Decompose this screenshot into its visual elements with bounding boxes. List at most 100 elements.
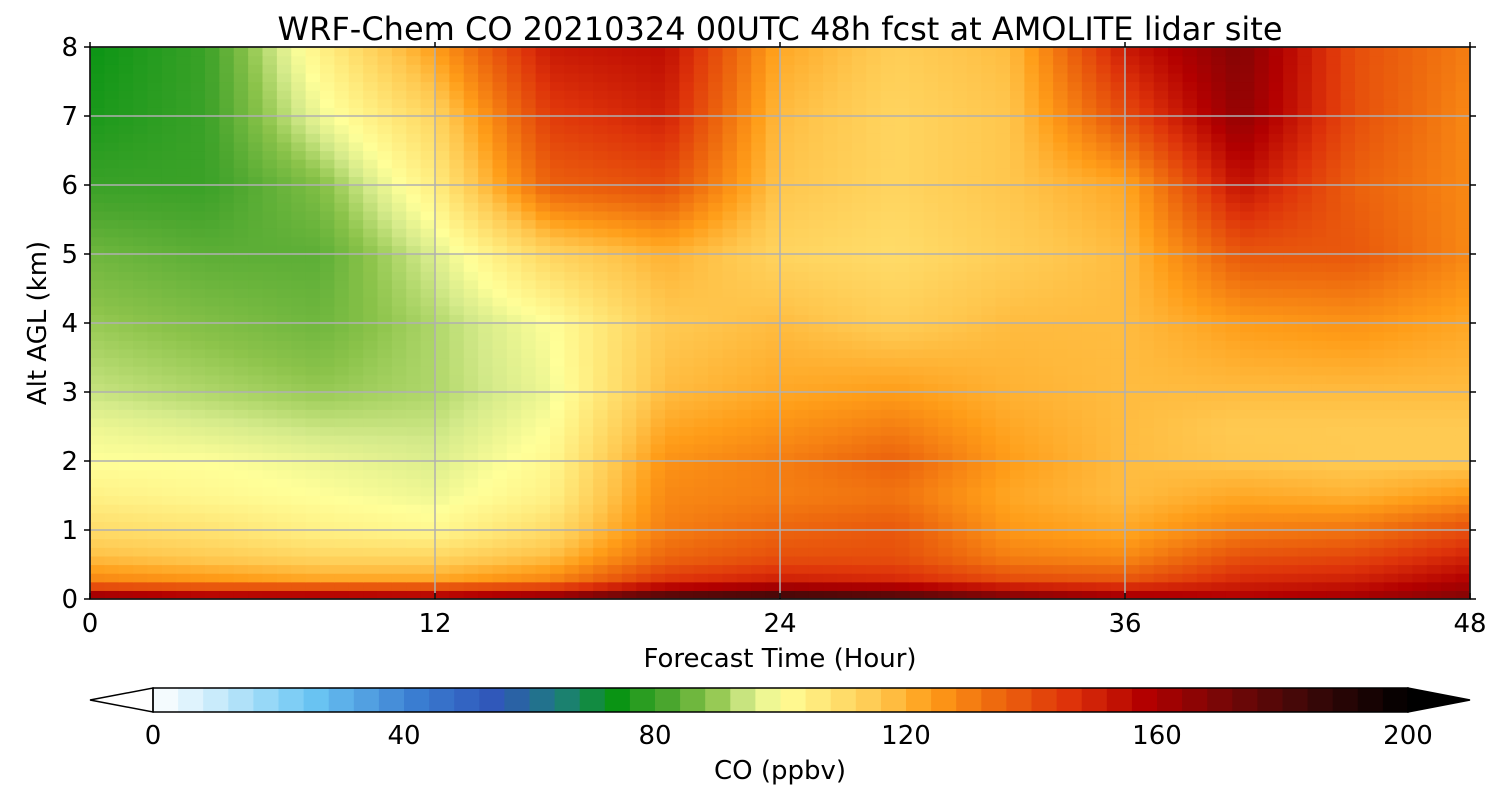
heatmap-cell bbox=[1240, 366, 1255, 376]
heatmap-cell bbox=[1426, 435, 1442, 445]
heatmap-cell bbox=[1254, 357, 1270, 367]
heatmap-cell bbox=[823, 555, 839, 566]
heatmap-cell bbox=[233, 176, 249, 186]
heatmap-cell bbox=[1311, 443, 1327, 453]
heatmap-cell bbox=[1153, 383, 1169, 393]
heatmap-cell bbox=[895, 150, 910, 160]
heatmap-cell bbox=[377, 409, 393, 419]
heatmap-cell bbox=[1110, 417, 1126, 428]
heatmap-cell bbox=[90, 323, 105, 333]
heatmap-cell bbox=[1182, 530, 1198, 540]
heatmap-cell bbox=[851, 435, 867, 445]
heatmap-cell bbox=[1125, 538, 1140, 548]
heatmap-cell bbox=[535, 392, 551, 402]
heatmap-cell bbox=[233, 236, 249, 246]
heatmap-cell bbox=[765, 202, 781, 212]
heatmap-cell bbox=[90, 288, 105, 298]
heatmap-cell bbox=[1196, 486, 1212, 497]
heatmap-cell bbox=[190, 400, 206, 410]
heatmap-cell bbox=[1283, 409, 1299, 419]
heatmap-cell bbox=[621, 547, 637, 557]
heatmap-cell bbox=[722, 435, 738, 445]
heatmap-cell bbox=[1268, 366, 1284, 376]
heatmap-cell bbox=[276, 331, 292, 341]
heatmap-cell bbox=[219, 504, 235, 514]
heatmap-cell bbox=[1426, 167, 1442, 177]
heatmap-cell bbox=[1110, 262, 1126, 272]
heatmap-cell bbox=[1254, 521, 1270, 531]
heatmap-cell bbox=[133, 478, 149, 488]
heatmap-cell bbox=[406, 521, 422, 531]
heatmap-cell bbox=[391, 374, 407, 384]
heatmap-cell bbox=[722, 150, 738, 160]
heatmap-cell bbox=[1426, 383, 1442, 393]
heatmap-cell bbox=[593, 323, 609, 333]
heatmap-cell bbox=[736, 409, 752, 419]
heatmap-cell bbox=[377, 228, 393, 238]
heatmap-cell bbox=[1139, 530, 1155, 540]
heatmap-cell bbox=[880, 185, 896, 195]
heatmap-cell bbox=[550, 573, 565, 583]
heatmap-cell bbox=[665, 521, 680, 531]
heatmap-cell bbox=[521, 357, 537, 367]
heatmap-cell bbox=[679, 348, 695, 359]
heatmap-cell bbox=[1096, 305, 1112, 315]
heatmap-cell bbox=[348, 297, 364, 307]
heatmap-cell bbox=[1110, 279, 1126, 290]
heatmap-cell bbox=[305, 564, 321, 574]
heatmap-cell bbox=[291, 314, 307, 324]
heatmap-cell bbox=[794, 573, 810, 583]
heatmap-cell bbox=[1326, 564, 1342, 574]
heatmap-cell bbox=[693, 581, 709, 591]
heatmap-cell bbox=[1110, 340, 1126, 350]
heatmap-cell bbox=[463, 478, 479, 488]
heatmap-cell bbox=[1240, 590, 1255, 599]
heatmap-cell bbox=[147, 504, 163, 514]
heatmap-cell bbox=[1283, 236, 1299, 246]
heatmap-cell bbox=[1283, 262, 1299, 272]
heatmap-cell bbox=[650, 512, 666, 522]
heatmap-cell bbox=[851, 228, 867, 238]
heatmap-cell bbox=[1355, 366, 1370, 376]
heatmap-cell bbox=[1211, 581, 1227, 591]
heatmap-cell bbox=[1038, 150, 1054, 160]
heatmap-cell bbox=[248, 279, 264, 290]
heatmap-cell bbox=[406, 426, 422, 436]
heatmap-cell bbox=[650, 314, 666, 324]
heatmap-cell bbox=[564, 461, 580, 471]
heatmap-cell bbox=[1383, 512, 1399, 522]
heatmap-cell bbox=[521, 469, 537, 479]
heatmap-cell bbox=[463, 443, 479, 453]
heatmap-cell bbox=[952, 461, 968, 471]
heatmap-cell bbox=[938, 452, 954, 462]
heatmap-cell bbox=[233, 486, 249, 497]
heatmap-cell bbox=[1081, 254, 1097, 264]
heatmap-cell bbox=[478, 590, 494, 599]
heatmap-cell bbox=[823, 340, 839, 350]
heatmap-cell bbox=[794, 555, 810, 566]
heatmap-cell bbox=[607, 495, 623, 505]
heatmap-cell bbox=[320, 417, 335, 428]
heatmap-cell bbox=[190, 538, 206, 548]
heatmap-cell bbox=[650, 176, 666, 186]
heatmap-cell bbox=[1383, 323, 1399, 333]
heatmap-cell bbox=[276, 392, 292, 402]
heatmap-cell bbox=[1441, 348, 1457, 359]
heatmap-cell bbox=[406, 271, 422, 281]
heatmap-cell bbox=[823, 228, 839, 238]
heatmap-cell bbox=[291, 176, 307, 186]
heatmap-cell bbox=[1153, 288, 1169, 298]
heatmap-cell bbox=[104, 547, 120, 557]
heatmap-cell bbox=[320, 305, 335, 315]
heatmap-cell bbox=[219, 348, 235, 359]
heatmap-cell bbox=[276, 366, 292, 376]
heatmap-cell bbox=[808, 392, 824, 402]
heatmap-cell bbox=[363, 392, 379, 402]
heatmap-cell bbox=[880, 417, 896, 428]
heatmap-cell bbox=[1196, 297, 1212, 307]
heatmap-cell bbox=[621, 314, 637, 324]
heatmap-cell bbox=[679, 392, 695, 402]
heatmap-cell bbox=[1297, 383, 1313, 393]
heatmap-cell bbox=[995, 573, 1011, 583]
heatmap-cell bbox=[291, 193, 307, 203]
